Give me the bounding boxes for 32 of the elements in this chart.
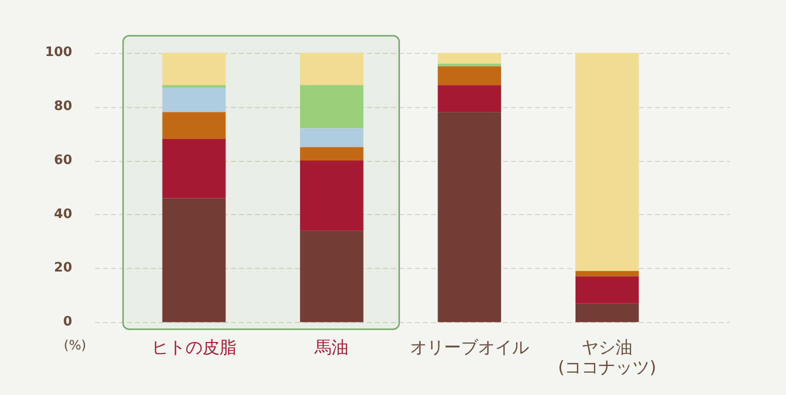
bar — [438, 85, 502, 112]
bar — [438, 52, 502, 64]
bar — [300, 128, 364, 148]
bar — [575, 303, 639, 322]
bar — [162, 85, 226, 88]
bar — [162, 198, 226, 322]
bar — [300, 85, 364, 128]
bar — [438, 64, 502, 66]
bar — [575, 52, 639, 272]
bar — [438, 112, 502, 322]
bar — [300, 160, 364, 231]
bar — [300, 147, 364, 161]
y-tick-label: 80 — [54, 99, 72, 114]
bar — [300, 52, 364, 86]
x-tick-label: オリーブオイル — [410, 338, 529, 358]
bar — [300, 230, 364, 322]
x-tick-label: ヒトの皮脂 — [151, 338, 236, 358]
bar — [162, 139, 226, 198]
y-tick-label: 20 — [54, 260, 72, 276]
x-tick-label: 馬油 — [314, 338, 349, 358]
bar — [162, 112, 226, 140]
y-tick-label: 0 — [63, 314, 72, 330]
bar — [575, 271, 639, 276]
bar — [162, 88, 226, 112]
y-axis-title: (%) — [64, 338, 86, 354]
x-tick-label: ヤシ油 (ココナッツ) — [558, 338, 656, 378]
y-tick-label: 60 — [54, 152, 72, 168]
y-tick-label: 40 — [54, 206, 72, 222]
bar — [575, 276, 639, 304]
bar — [438, 66, 502, 86]
bar — [162, 52, 226, 86]
y-tick-label: 100 — [44, 45, 72, 60]
